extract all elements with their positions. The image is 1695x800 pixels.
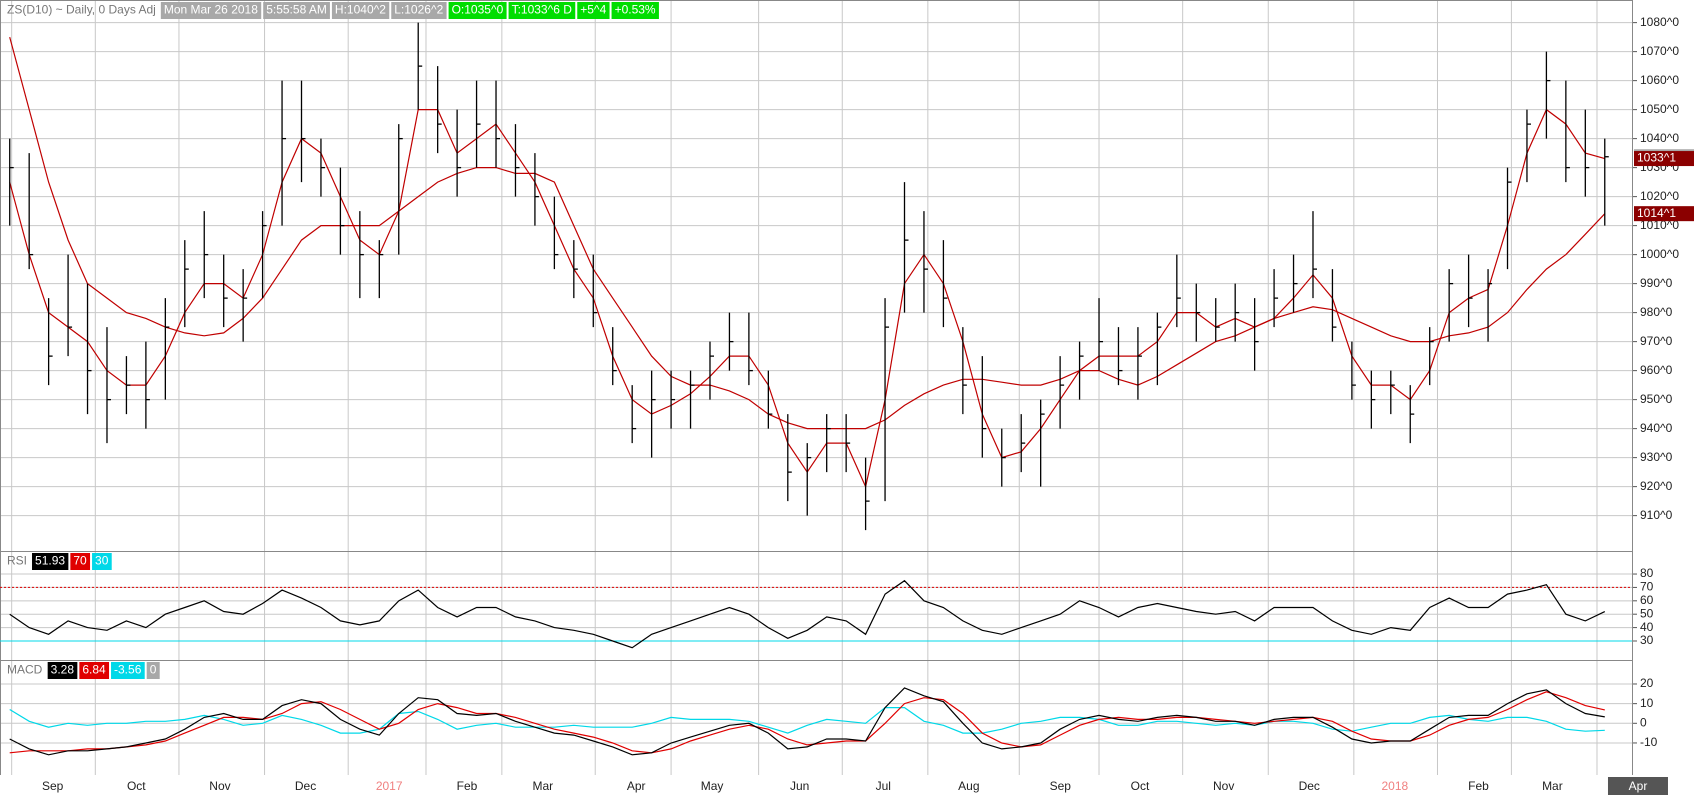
quote-open-box	[448, 2, 507, 19]
y-tick-label: 1060^0	[1640, 73, 1679, 87]
y-tick-label: 70	[1640, 580, 1654, 594]
y-tick-label: 980^0	[1640, 305, 1673, 319]
macd-signal: 6.84	[82, 663, 106, 677]
x-tick-label: Mar	[533, 779, 554, 793]
quote-change-box	[577, 2, 610, 19]
x-tick-label: 2018	[1381, 779, 1408, 793]
y-tick-label: 50	[1640, 606, 1654, 620]
y-tick-label: 20	[1640, 676, 1654, 690]
quote-high-box	[331, 2, 390, 19]
indicator-line	[9, 691, 1605, 754]
y-tick-label: 1000^0	[1640, 247, 1679, 261]
y-tick-label: 920^0	[1640, 479, 1673, 493]
indicator-line	[9, 579, 1606, 649]
x-tick-label: Jul	[876, 779, 891, 793]
indicator-line	[9, 707, 1605, 734]
x-tick-label: Dec	[1299, 779, 1320, 793]
quote-low: L:1026^2	[394, 3, 443, 17]
quote-time: 5:55:58 AM	[266, 3, 327, 17]
macd-signal-box	[79, 662, 110, 679]
y-tick-label: 970^0	[1640, 334, 1673, 348]
y-tick-label: 10	[1640, 696, 1654, 710]
macd-diff: -3.56	[114, 663, 142, 677]
quote-change: +5^4	[580, 3, 606, 17]
quote-change-pct: +0.53%	[615, 3, 656, 17]
x-tick-label: Mar	[1542, 779, 1563, 793]
quote-date: Mon Mar 26 2018	[164, 3, 258, 17]
moving-average	[9, 36, 1606, 430]
y-tick-label: 60	[1640, 593, 1654, 607]
y-tick-label: 1040^0	[1640, 131, 1679, 145]
price-tag-label: 1033^1	[1637, 151, 1676, 165]
quote-time-box	[263, 2, 330, 19]
x-tick-label: Feb	[1468, 779, 1489, 793]
quote-last: T:1033^6 D	[512, 3, 573, 17]
x-tick-label: Oct	[127, 779, 146, 793]
quote-last-box	[508, 2, 576, 19]
quote-low-box	[391, 2, 447, 19]
quote-high: H:1040^2	[335, 3, 386, 17]
y-tick-label: 1050^0	[1640, 102, 1679, 116]
quote-change-pct-box	[611, 2, 659, 19]
x-tick-label: Nov	[1213, 779, 1234, 793]
y-tick-label: 80	[1640, 566, 1654, 580]
x-tick-label: Apr	[1629, 779, 1648, 793]
macd-label: MACD	[7, 663, 43, 677]
x-tick-label: Oct	[1131, 779, 1150, 793]
rsi-upper-box	[70, 553, 91, 570]
x-tick-label: Aug	[958, 779, 979, 793]
y-tick-label: 950^0	[1640, 392, 1673, 406]
x-tick-label: Feb	[457, 779, 478, 793]
price-tag	[1634, 151, 1694, 167]
x-tick-label: Sep	[42, 779, 64, 793]
macd-zero-box	[146, 662, 160, 679]
y-tick-label: 1070^0	[1640, 44, 1679, 58]
quote-date-box	[160, 2, 262, 19]
y-tick-label: 1010^0	[1640, 218, 1679, 232]
y-tick-label: 1020^0	[1640, 189, 1679, 203]
y-tick-label: 1080^0	[1640, 15, 1679, 29]
rsi-label: RSI	[7, 554, 27, 568]
x-tick-label: Dec	[295, 779, 316, 793]
macd-value: 3.28	[51, 663, 75, 677]
y-tick-label: 940^0	[1640, 421, 1673, 435]
x-tick-label: Sep	[1050, 779, 1072, 793]
x-tick-label: May	[701, 779, 724, 793]
quote-open: O:1035^0	[452, 3, 504, 17]
y-tick-label: 40	[1640, 620, 1654, 634]
current-month-box	[1607, 777, 1668, 795]
price-tag-label: 1014^1	[1637, 206, 1676, 220]
x-tick-label: Apr	[627, 779, 646, 793]
macd-value-box	[47, 662, 78, 679]
macd-zero: 0	[150, 663, 157, 677]
rsi-value: 51.93	[35, 554, 65, 568]
indicator-line	[9, 687, 1605, 756]
x-axis-band	[0, 775, 1695, 800]
price-tag	[1634, 206, 1694, 222]
y-tick-label: 930^0	[1640, 450, 1673, 464]
y-tick-label: 910^0	[1640, 508, 1673, 522]
rsi-lower: 30	[95, 554, 109, 568]
y-tick-label: 990^0	[1640, 276, 1673, 290]
rsi-lower-box	[92, 553, 112, 570]
macd-diff-box	[111, 662, 145, 679]
x-tick-label: Nov	[209, 779, 230, 793]
y-tick-label: 0	[1640, 715, 1647, 729]
x-tick-label: Jun	[790, 779, 809, 793]
symbol: ZS(D10) ~ Daily, 0 Days Adj	[7, 3, 156, 17]
y-tick-label: 30	[1640, 633, 1654, 647]
y-tick-label: 960^0	[1640, 363, 1673, 377]
y-tick-label: -10	[1640, 735, 1658, 749]
rsi-upper: 70	[73, 554, 87, 568]
x-tick-label: 2017	[376, 779, 403, 793]
rsi-value-box	[32, 553, 69, 570]
